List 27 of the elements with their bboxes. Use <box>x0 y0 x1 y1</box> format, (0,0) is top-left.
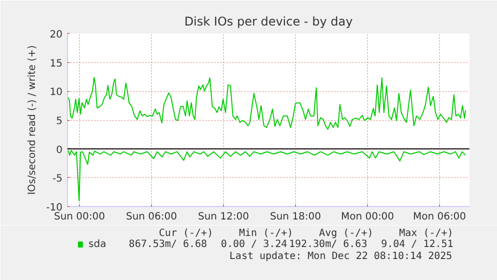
text: Min (-/+) <box>238 228 294 239</box>
line-series <box>68 150 466 202</box>
x-tick-label: Mon 00:00 <box>340 212 394 222</box>
y-tick-label: 0 <box>56 144 63 156</box>
text: Last update: Mon Dec 22 08:10:14 2025 <box>229 251 452 262</box>
line-series <box>68 76 466 130</box>
y-axis-title: IOs/second read (-) / write (+) <box>27 45 38 195</box>
y-tick-label: -10 <box>46 202 63 214</box>
legend-label: sda <box>88 239 106 250</box>
chart-title: Disk IOs per device - by day <box>184 14 353 28</box>
text: Avg (-/+) <box>319 228 374 239</box>
text: 9.04 / 12.51 <box>381 239 454 250</box>
text: Cur (-/+) <box>158 228 214 239</box>
text: 192.30m/ 6.63 <box>288 239 368 250</box>
text: Max (-/+) <box>399 228 454 239</box>
x-tick-label: Sun 06:00 <box>126 212 178 222</box>
y-tick-label: 5 <box>56 116 63 127</box>
text: 0.00 / 3.24 <box>220 239 288 250</box>
x-tick-label: Sun 18:00 <box>270 212 322 222</box>
y-tick-label: 15 <box>50 58 63 70</box>
x-tick-label: Mon 06:00 <box>412 212 466 222</box>
y-tick-label: -5 <box>52 174 63 185</box>
text: 867.53m/ 6.68 <box>128 239 208 250</box>
x-tick-label: Sun 12:00 <box>198 212 250 222</box>
y-tick-label: 20 <box>50 30 63 40</box>
y-tick-label: 10 <box>50 87 63 98</box>
x-tick-label: Sun 00:00 <box>54 212 106 222</box>
